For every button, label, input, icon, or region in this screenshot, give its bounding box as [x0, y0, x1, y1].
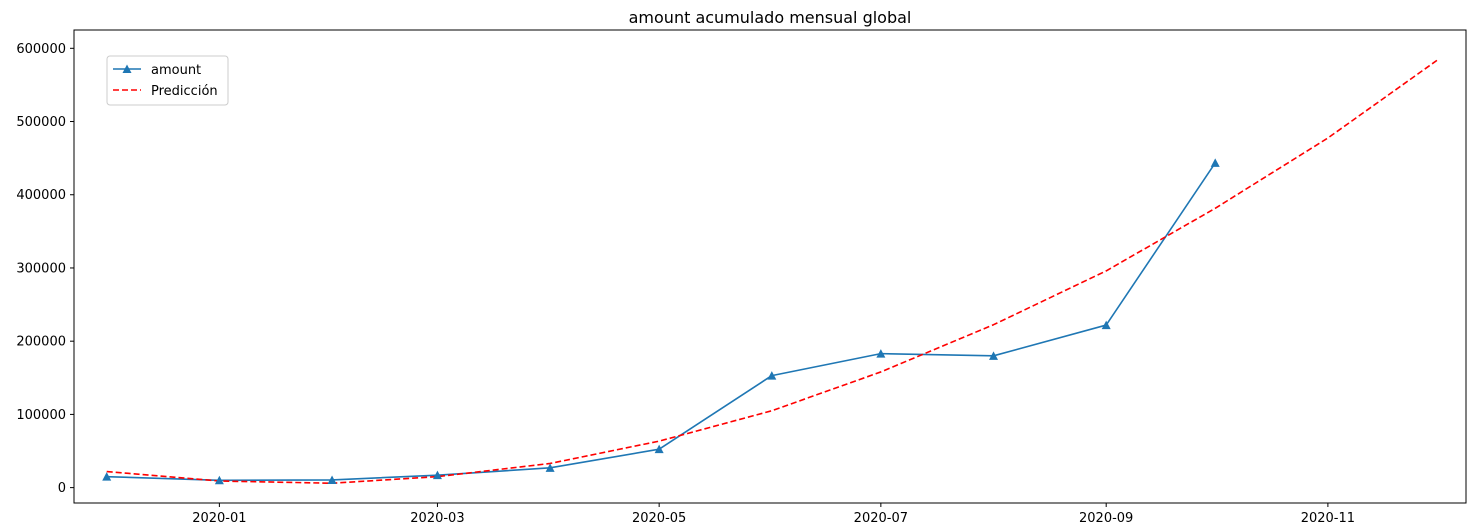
y-tick-label: 400000 — [16, 188, 66, 203]
x-tick-label: 2020-05 — [632, 511, 686, 526]
y-tick-label: 0 — [58, 481, 66, 496]
y-axis: 0 100000 200000 300000 400000 500000 600000 — [16, 42, 74, 496]
data-point-amount — [432, 470, 442, 480]
data-point-amount — [654, 444, 664, 454]
x-tick-label: 2020-01 — [192, 511, 246, 526]
y-tick-label: 600000 — [16, 42, 66, 57]
legend-amount-marker — [122, 64, 132, 73]
data-point-amount — [1101, 320, 1111, 330]
plot-series — [106, 59, 1438, 485]
plot-markers — [102, 158, 1220, 485]
legend-amount-label: amount — [151, 63, 201, 78]
x-tick-label: 2020-11 — [1301, 511, 1355, 526]
chart-title: amount acumulado mensual global — [629, 8, 912, 27]
plot-frame — [73, 29, 1467, 504]
y-tick-label: 200000 — [16, 335, 66, 350]
y-tick-label: 300000 — [16, 261, 66, 276]
data-point-amount — [1210, 158, 1220, 167]
data-point-amount — [989, 351, 999, 360]
legend-prediccion-label: Predicción — [151, 84, 218, 99]
data-point-amount — [327, 475, 337, 484]
x-tick-label: 2020-03 — [410, 511, 464, 526]
x-tick-label: 2020-07 — [854, 511, 908, 526]
data-point-amount — [876, 349, 886, 358]
legend: amount Predicción — [106, 55, 229, 106]
y-tick-label: 500000 — [16, 115, 66, 130]
x-axis: 2020-01 2020-03 2020-05 2020-07 2020-09 2020-… — [192, 503, 1355, 526]
data-point-amount — [102, 472, 112, 481]
data-point-amount — [767, 371, 777, 380]
x-tick-label: 2020-09 — [1079, 511, 1133, 526]
data-point-amount — [545, 463, 555, 472]
series-line-prediccion — [106, 59, 1438, 485]
y-tick-label: 100000 — [16, 408, 66, 423]
series-line-amount — [106, 162, 1216, 482]
data-point-amount — [214, 475, 224, 485]
